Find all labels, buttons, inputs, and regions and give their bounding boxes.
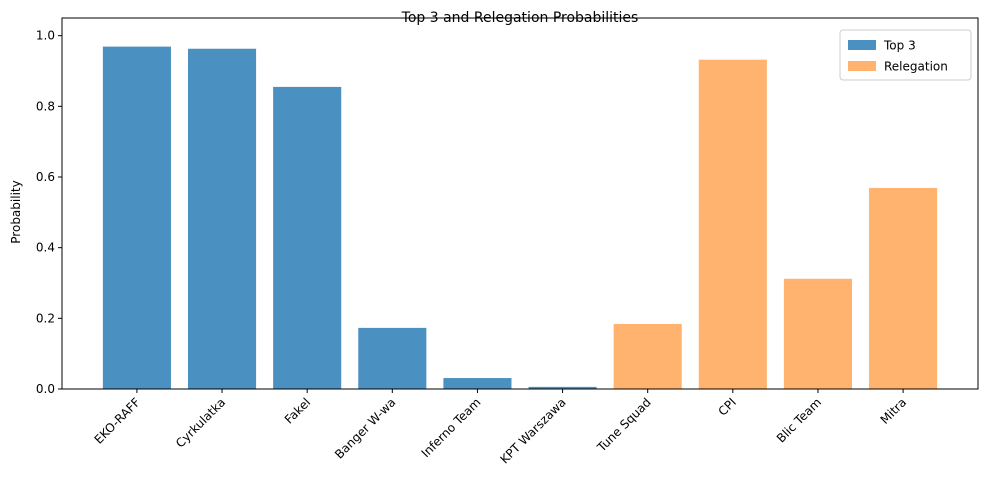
y-tick-label: 0.6 — [36, 170, 55, 184]
bar — [358, 327, 427, 389]
x-tick-label: EKO-RAFF — [92, 395, 144, 447]
x-tick-label: Banger W-wa — [332, 395, 398, 461]
x-tick-label: Mitra — [878, 395, 910, 427]
x-tick-label: Cyrkulatka — [173, 395, 228, 450]
bar — [783, 278, 853, 389]
y-axis-label: Probability — [9, 180, 23, 243]
y-tick-label: 0.0 — [36, 382, 55, 396]
bar — [869, 187, 938, 389]
bar — [187, 48, 257, 390]
bar — [528, 386, 597, 389]
x-tick-label: KPT Warszawa — [497, 395, 568, 466]
bar — [613, 323, 682, 389]
bar — [698, 59, 767, 390]
legend-swatch — [848, 61, 876, 71]
x-tick-label: Fakel — [282, 395, 313, 426]
legend-label: Top 3 — [883, 39, 916, 53]
x-tick-label: CPI — [716, 395, 739, 418]
y-tick-label: 1.0 — [36, 29, 55, 43]
x-tick-label: Tune Squad — [594, 395, 654, 455]
legend-label: Relegation — [884, 60, 948, 74]
bar — [443, 378, 512, 389]
x-tick-label: Inferno Team — [419, 395, 484, 460]
plot-frame — [61, 17, 979, 390]
x-tick-label: Blic Team — [774, 395, 824, 445]
y-tick-label: 0.2 — [36, 311, 55, 325]
y-tick-label: 0.4 — [36, 241, 55, 255]
legend-swatch — [848, 40, 876, 50]
bar — [273, 86, 342, 390]
y-tick-label: 0.8 — [36, 99, 55, 113]
bar — [102, 46, 171, 390]
